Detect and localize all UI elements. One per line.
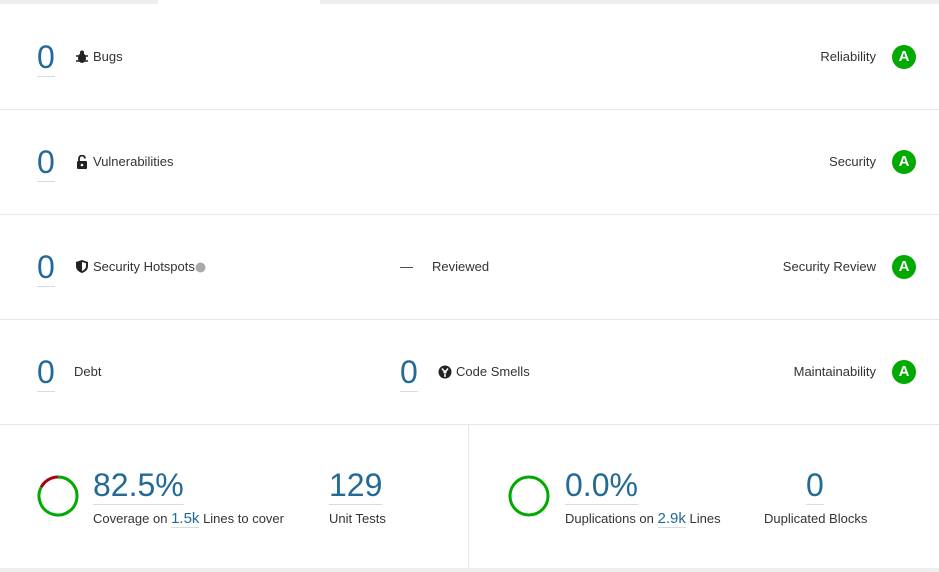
row-divider [0, 109, 939, 110]
shield-icon [76, 260, 88, 273]
rating-badge[interactable]: A [892, 360, 916, 384]
bottom-border [0, 568, 939, 572]
hotspots-count[interactable]: 0 [37, 249, 55, 287]
active-tab[interactable] [158, 0, 320, 4]
rating-label: Security [829, 154, 876, 169]
duplications-prefix: Duplications on [565, 511, 654, 526]
tests-count[interactable]: 129 [329, 467, 383, 505]
rating-label: Security Review [782, 259, 876, 274]
bug-icon [76, 50, 88, 63]
coverage-prefix: Coverage on [93, 511, 168, 526]
smells-label: Code Smells [456, 364, 530, 379]
tests-label: Unit Tests [329, 511, 386, 526]
coverage-donut [37, 475, 79, 517]
row-divider [0, 319, 939, 320]
covered-arc [37, 475, 79, 517]
row-divider [0, 214, 939, 215]
hotspots-label: Security Hotspots [93, 259, 195, 274]
rating-badge[interactable]: A [892, 45, 916, 69]
reviewed-label: Reviewed [432, 259, 490, 274]
blocks-label: Duplicated Blocks [764, 511, 868, 526]
rating-label: Reliability [820, 49, 876, 64]
coverage-detail: Coverage on 1.5k Lines to cover [93, 510, 284, 528]
duplication-ring [508, 475, 550, 517]
row-divider [0, 424, 939, 425]
rating-badge[interactable]: A [892, 255, 916, 279]
duplications-value[interactable]: 0.0% [565, 467, 638, 505]
vulnerabilities-label: Vulnerabilities [93, 154, 174, 169]
debt-label: Debt [74, 364, 102, 379]
duplications-lines[interactable]: 2.9k [657, 510, 686, 528]
bugs-count[interactable]: 0 [37, 39, 55, 77]
lock-icon [77, 155, 87, 169]
duplications-donut [508, 475, 550, 517]
tab-strip [0, 0, 939, 4]
smells-count[interactable]: 0 [400, 354, 418, 392]
duplications-detail: Duplications on 2.9k Lines [565, 510, 721, 528]
help-icon[interactable] [195, 262, 206, 273]
bugs-label: Bugs [93, 49, 123, 64]
rating-label: Maintainability [793, 364, 876, 379]
rating-badge[interactable]: A [892, 150, 916, 174]
reviewed-value: — [400, 259, 413, 274]
coverage-lines[interactable]: 1.5k [171, 510, 200, 528]
debt-count[interactable]: 0 [37, 354, 55, 392]
coverage-suffix: Lines to cover [203, 511, 284, 526]
coverage-value[interactable]: 82.5% [93, 467, 184, 505]
uncovered-arc [39, 475, 59, 489]
smell-icon [438, 365, 452, 379]
blocks-count[interactable]: 0 [806, 467, 824, 505]
column-divider [468, 424, 469, 568]
vulnerabilities-count[interactable]: 0 [37, 144, 55, 182]
duplications-suffix: Lines [689, 511, 721, 526]
